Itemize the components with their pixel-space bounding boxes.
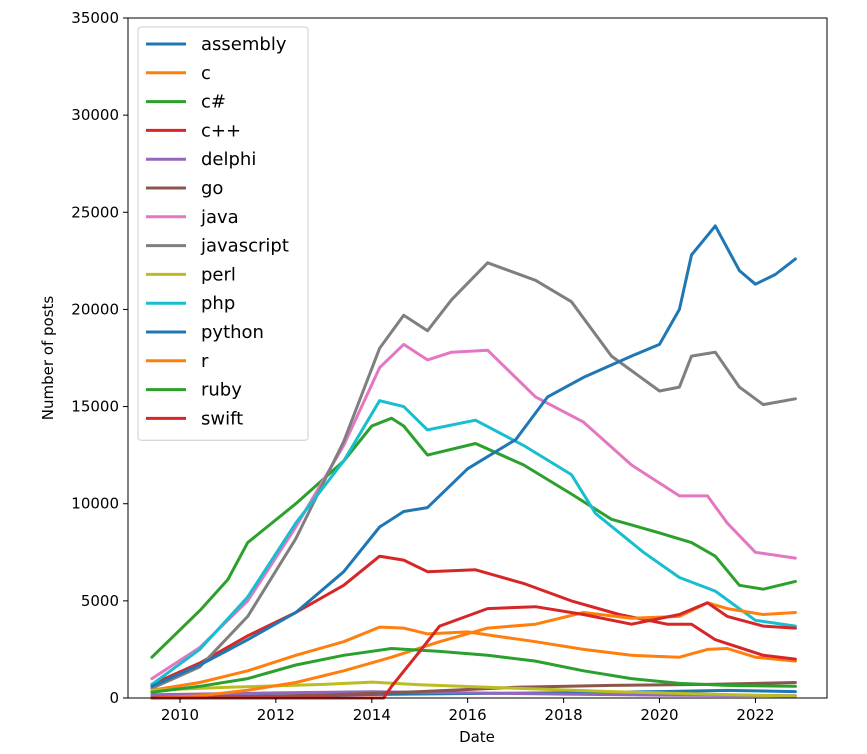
legend-label: c# xyxy=(201,92,226,113)
y-tick-label: 35000 xyxy=(71,9,119,27)
y-tick-label: 20000 xyxy=(71,300,119,318)
series-line-python xyxy=(150,224,797,688)
y-tick-label: 5000 xyxy=(81,592,119,610)
x-tick-label: 2010 xyxy=(161,706,199,724)
x-tick-label: 2020 xyxy=(640,706,678,724)
legend-label: swift xyxy=(201,408,243,429)
series-line-javascript xyxy=(150,261,797,690)
legend-label: java xyxy=(200,207,239,228)
series-line-swift xyxy=(150,601,797,700)
y-tick-label: 15000 xyxy=(71,398,119,416)
x-tick-label: 2018 xyxy=(545,706,583,724)
legend: assembly c c# c++ delphi go java javascript perl… xyxy=(137,26,309,441)
x-axis-label: Date xyxy=(459,728,495,746)
legend-box xyxy=(137,26,309,441)
legend-label: go xyxy=(201,178,223,199)
series-line-php xyxy=(150,399,797,686)
plot-lines xyxy=(150,224,797,700)
series-line-c# xyxy=(150,416,797,659)
x-tick-label: 2014 xyxy=(353,706,391,724)
x-tick-label: 2012 xyxy=(257,706,295,724)
y-tick-label: 0 xyxy=(109,689,119,707)
series-line-c xyxy=(150,625,797,692)
y-tick-label: 10000 xyxy=(71,495,119,513)
y-axis-label: Number of posts xyxy=(39,296,57,421)
legend-label: c++ xyxy=(201,120,241,141)
plot-frame xyxy=(127,17,828,699)
x-tick-label: 2022 xyxy=(736,706,774,724)
legend-label: javascript xyxy=(200,236,289,257)
legend-label: delphi xyxy=(201,149,256,170)
series-line-ruby xyxy=(150,647,797,694)
y-axis: 0 5000 10000 15000 20000 25000 30000 35000 xyxy=(71,9,128,707)
series-line-delphi xyxy=(150,690,797,698)
legend-label: php xyxy=(201,293,235,314)
y-tick-label: 30000 xyxy=(71,106,119,124)
x-axis: 2010 2012 2014 2016 2018 2020 2022 xyxy=(161,698,775,724)
x-tick-label: 2016 xyxy=(449,706,487,724)
legend-label: ruby xyxy=(201,380,242,401)
series-line-c++ xyxy=(150,554,797,686)
legend-label: c xyxy=(201,63,211,84)
series-line-java xyxy=(150,342,797,681)
series-line-r xyxy=(150,601,797,700)
legend-label: perl xyxy=(201,264,236,285)
series-line-perl xyxy=(150,680,797,698)
y-tick-label: 25000 xyxy=(71,203,119,221)
legend-label: assembly xyxy=(201,34,287,55)
legend-label: python xyxy=(201,322,264,343)
legend-label: r xyxy=(201,351,209,372)
